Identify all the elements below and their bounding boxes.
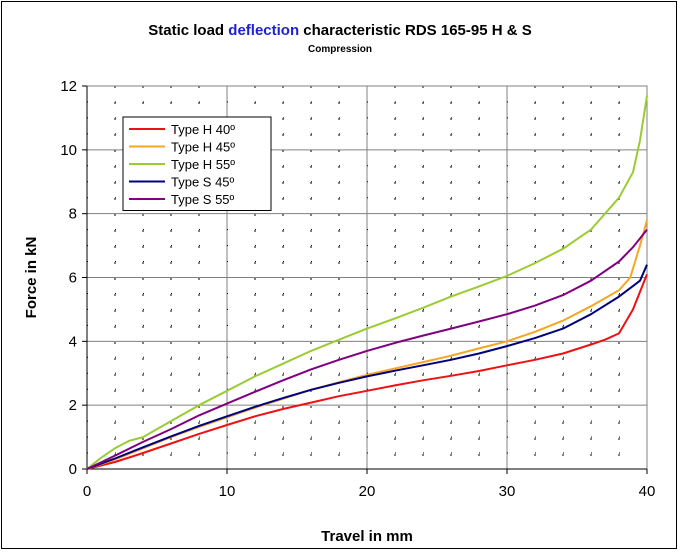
x-tick-label: 0 xyxy=(83,483,91,500)
legend-label-5: Type S 55º xyxy=(171,192,235,207)
y-tick-label: 6 xyxy=(69,270,77,287)
y-tick-label: 8 xyxy=(69,206,77,223)
x-axis-title: Travel in mm xyxy=(321,528,413,545)
axes: 0 10 20 30 40 0 2 4 6 8 10 12 xyxy=(60,78,655,500)
series-line-3 xyxy=(86,95,648,470)
chart-subtitle: Compression xyxy=(308,44,372,55)
series-lines xyxy=(86,95,648,470)
y-tick-label: 10 xyxy=(60,142,77,159)
y-tick-label: 0 xyxy=(69,461,77,478)
legend: Type H 40º Type H 45º Type H 55º Type S 45º… xyxy=(122,116,272,211)
x-tick-label: 20 xyxy=(359,483,376,500)
legend-label-4: Type S 45º xyxy=(171,175,235,190)
grid xyxy=(87,86,647,469)
legend-label-1: Type H 40º xyxy=(171,122,235,137)
y-tick-label: 12 xyxy=(60,78,77,95)
series-line-1 xyxy=(86,273,648,470)
chart-title-part-2: characteristic RDS 165-95 H & S xyxy=(299,22,532,39)
y-axis-title: Force in kN xyxy=(23,237,40,319)
x-tick-label: 40 xyxy=(639,483,656,500)
series-line-4 xyxy=(86,264,648,470)
y-tick-label: 2 xyxy=(69,397,77,414)
x-tick-label: 30 xyxy=(499,483,516,500)
chart-title: Static load deflection characteristic RD… xyxy=(0,22,680,39)
chart-title-part-1: deflection xyxy=(228,22,300,39)
y-tick-label: 4 xyxy=(69,333,77,350)
x-tick-label: 10 xyxy=(219,483,236,500)
legend-label-2: Type H 45º xyxy=(171,140,235,155)
series-line-5 xyxy=(86,228,648,470)
chart-title-part-0: Static load xyxy=(148,22,229,39)
legend-label-3: Type H 55º xyxy=(171,157,235,172)
